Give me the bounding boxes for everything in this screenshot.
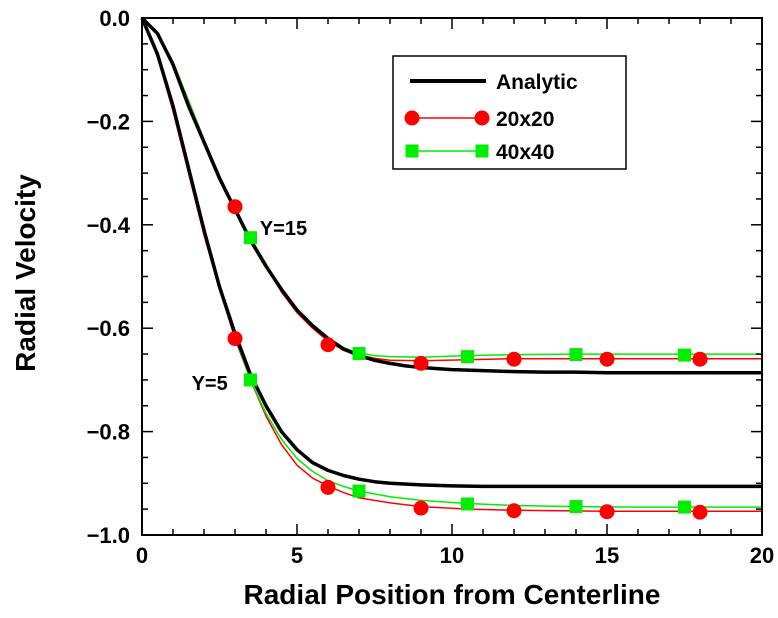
y-axis-title: Radial Velocity [10, 174, 41, 372]
legend-20x20-marker-left [404, 110, 420, 126]
marker-y-5-40x40 [461, 497, 474, 511]
annotation-y-15: Y=15 [260, 218, 307, 240]
legend-label-analytic: Analytic [496, 71, 578, 94]
tick-layer [141, 17, 763, 536]
legend-label-40x40: 40x40 [496, 141, 554, 164]
y-tick-label: −0.8 [87, 420, 130, 445]
marker-y-5-40x40 [244, 373, 257, 387]
legend-20x20-marker-right [474, 110, 490, 126]
series-line-y-5-analytic [140, 17, 762, 489]
marker-y-15-40x40 [244, 231, 257, 245]
legend-box [392, 55, 627, 170]
y-tick-label: 0.0 [99, 6, 130, 31]
marker-layer [227, 199, 708, 520]
x-axis-title: Radial Position from Centerline [244, 579, 661, 610]
marker-y-5-20x20 [413, 500, 429, 516]
y-tick-label: −0.4 [87, 213, 131, 238]
marker-y-15-40x40 [569, 348, 583, 362]
marker-y-5-40x40 [352, 484, 366, 498]
marker-y-15-40x40 [352, 347, 366, 361]
marker-y-15-40x40 [678, 348, 691, 362]
y-tick-label: −1.0 [87, 523, 130, 548]
marker-y-5-40x40 [569, 500, 583, 514]
annotation-y-5: Y=5 [192, 373, 228, 395]
x-tick-label: 10 [440, 543, 464, 568]
legend-label-20x20: 20x20 [496, 108, 554, 131]
legend: Analytic 20x20 40x40 [392, 55, 627, 170]
y-tick-label: −0.2 [87, 109, 130, 134]
x-tick-label: 20 [750, 543, 774, 568]
marker-y-15-20x20 [320, 337, 336, 353]
marker-y-5-20x20 [692, 504, 708, 520]
x-tick-label: 5 [291, 543, 303, 568]
marker-y-5-40x40 [678, 500, 691, 514]
marker-y-5-20x20 [227, 331, 243, 347]
marker-y-5-20x20 [320, 479, 336, 495]
series-layer [140, 16, 762, 512]
legend-40x40-marker-right [475, 144, 489, 158]
marker-y-5-20x20 [599, 504, 615, 520]
marker-y-15-20x20 [227, 199, 243, 215]
x-tick-labels: 0 5 10 15 20 [136, 543, 774, 568]
marker-y-5-20x20 [506, 503, 522, 519]
x-tick-label: 0 [136, 543, 148, 568]
series-line-y-15-analytic [140, 16, 762, 375]
marker-y-15-40x40 [461, 350, 474, 364]
x-tick-label: 15 [595, 543, 619, 568]
marker-y-15-20x20 [692, 351, 708, 367]
marker-y-15-20x20 [599, 351, 615, 367]
marker-y-15-20x20 [413, 355, 429, 371]
annotation-layer: Y=15 Y=5 [192, 218, 307, 395]
legend-40x40-marker-left [405, 144, 419, 158]
y-tick-label: −0.6 [87, 316, 130, 341]
marker-y-15-20x20 [506, 351, 522, 367]
y-tick-labels: 0.0 −0.2 −0.4 −0.6 −0.8 −1.0 [87, 6, 131, 548]
